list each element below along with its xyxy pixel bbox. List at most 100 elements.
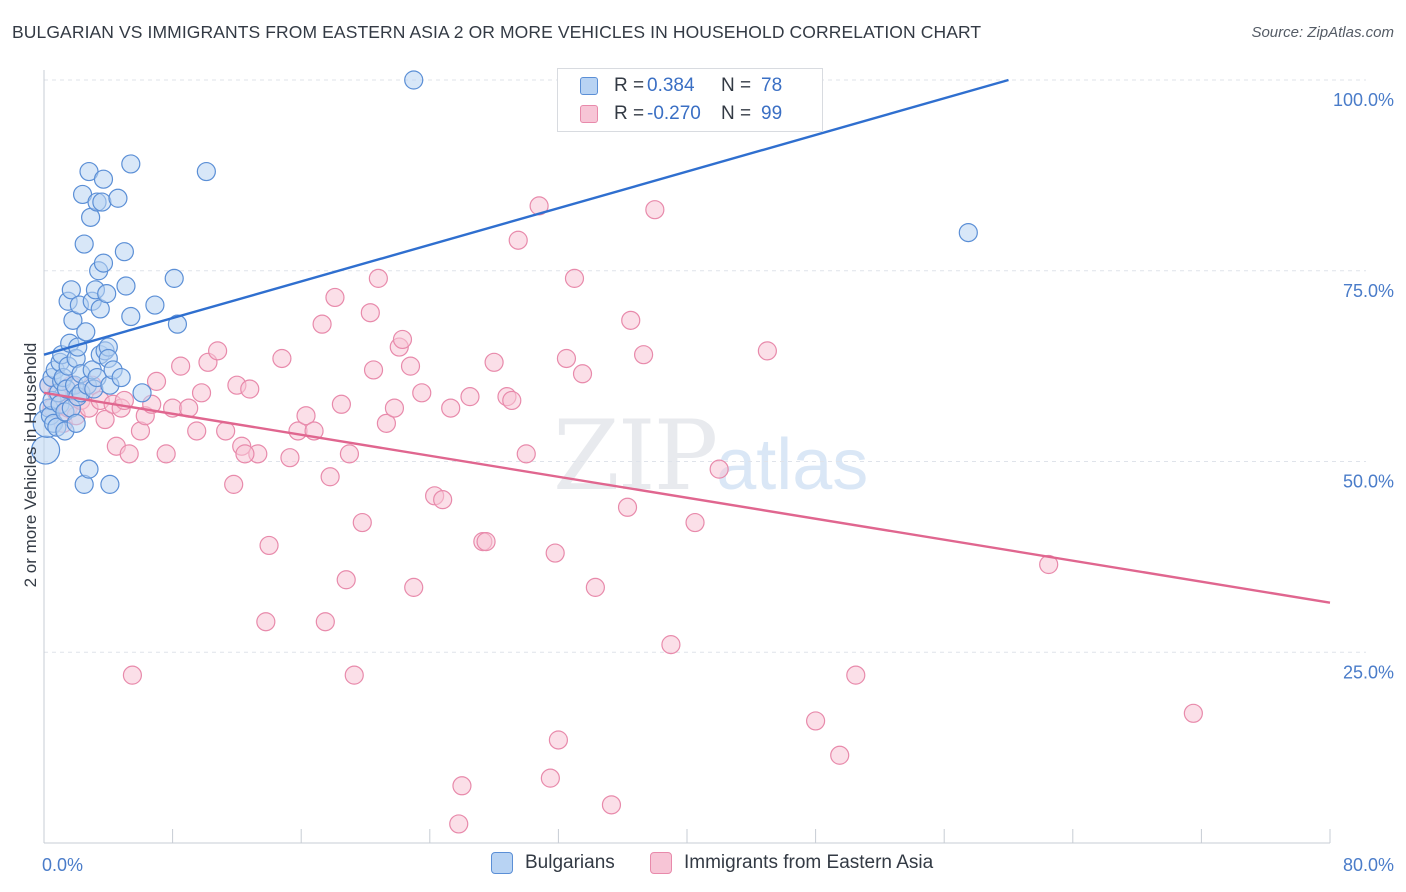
point-bulgarians <box>121 306 141 327</box>
point-immigrants <box>352 512 372 533</box>
point-immigrants <box>320 467 340 487</box>
point-immigrants <box>296 406 316 426</box>
point-bulgarians <box>76 322 96 342</box>
point-bulgarians <box>74 234 94 254</box>
point-bulgarians <box>404 70 424 90</box>
legend-swatch-blue <box>491 852 513 874</box>
point-bulgarians <box>66 413 86 433</box>
point-immigrants <box>540 768 560 788</box>
point-immigrants <box>484 352 504 372</box>
point-immigrants <box>476 532 496 552</box>
chart-title: BULGARIAN VS IMMIGRANTS FROM EASTERN ASI… <box>12 22 982 42</box>
legend-n-label: N = <box>721 103 752 124</box>
y-tick-label: 25.0% <box>1343 662 1394 682</box>
point-immigrants <box>384 398 405 418</box>
point-immigrants <box>502 390 522 411</box>
point-immigrants <box>119 444 139 464</box>
point-immigrants <box>709 459 729 479</box>
point-bulgarians <box>132 383 152 403</box>
point-immigrants <box>259 535 279 556</box>
point-immigrants <box>331 394 351 414</box>
point-bulgarians <box>958 223 978 243</box>
point-immigrants <box>360 303 380 323</box>
point-immigrants <box>312 314 332 334</box>
point-immigrants <box>95 409 115 430</box>
point-bulgarians <box>100 474 120 494</box>
point-immigrants <box>805 711 826 731</box>
tick-label-layer: 25.0% 50.0% 75.0% 100.0% 0.0% 80.0% <box>42 90 1394 875</box>
point-immigrants <box>240 379 260 399</box>
legend-label-immigrants: Immigrants from Eastern Asia <box>684 852 934 873</box>
point-immigrants <box>208 341 228 361</box>
point-immigrants <box>621 310 641 330</box>
point-bulgarians <box>145 295 165 315</box>
point-immigrants <box>336 570 356 590</box>
point-immigrants <box>363 360 384 380</box>
point-bulgarians <box>114 242 134 262</box>
y-axis-label-wrap: 2 or more Vehicles in Household <box>16 315 46 615</box>
point-immigrants <box>633 345 654 365</box>
point-immigrants <box>441 398 461 418</box>
legend-row-bulgarians: R = 0.384 N = 78 <box>580 73 782 99</box>
point-immigrants <box>1039 554 1059 575</box>
legend-label-bulgarians: Bulgarians <box>525 852 615 873</box>
trend-layer <box>43 78 1331 604</box>
legend-r-value: -0.270 <box>647 103 701 124</box>
point-bulgarians <box>116 276 136 296</box>
point-bulgarians <box>92 192 112 212</box>
y-tick-label: 100.0% <box>1333 90 1394 110</box>
watermark-atlas: atlas <box>716 425 869 505</box>
point-bulgarians <box>111 367 131 388</box>
point-immigrants <box>156 444 176 464</box>
legend-n-value: 99 <box>761 103 783 124</box>
point-immigrants <box>376 413 396 433</box>
point-immigrants <box>661 635 681 655</box>
legend-swatch-pink <box>650 852 672 874</box>
point-immigrants <box>344 665 364 685</box>
point-immigrants <box>339 444 360 464</box>
point-immigrants <box>556 348 577 369</box>
point-immigrants <box>400 356 421 376</box>
point-immigrants <box>757 341 777 361</box>
point-immigrants <box>171 356 191 376</box>
point-immigrants <box>191 383 212 403</box>
point-immigrants <box>452 776 472 796</box>
x-tick-label: 80.0% <box>1343 855 1394 875</box>
legend-n-value: 78 <box>761 75 783 96</box>
point-bulgarians <box>108 188 128 208</box>
point-immigrants <box>846 665 866 685</box>
legend-item-immigrants: Immigrants from Eastern Asia <box>650 852 933 874</box>
point-bulgarians <box>121 154 141 174</box>
point-immigrants <box>122 665 143 685</box>
point-immigrants <box>433 490 453 510</box>
point-immigrants <box>685 512 705 533</box>
watermark-zip: ZIP <box>553 400 718 512</box>
point-bulgarians <box>93 169 114 189</box>
legend-swatch-blue <box>580 77 598 95</box>
point-immigrants <box>280 448 300 468</box>
y-tick-label: 50.0% <box>1343 472 1394 492</box>
point-immigrants <box>585 577 605 597</box>
point-immigrants <box>325 287 345 308</box>
point-bulgarians <box>79 459 99 479</box>
points-immigrants-eastern-asia <box>39 70 1203 834</box>
source-label: Source: ZipAtlas.com <box>1251 24 1394 41</box>
correlation-legend: R = 0.384 N = 78 R = -0.270 N = 99 <box>557 68 823 132</box>
watermark: ZIPatlas <box>553 400 868 512</box>
point-immigrants <box>830 745 850 765</box>
point-immigrants <box>645 200 665 220</box>
point-immigrants <box>508 230 528 250</box>
point-immigrants <box>449 814 469 834</box>
legend-row-immigrants: R = -0.270 N = 99 <box>580 101 782 127</box>
point-immigrants <box>572 364 593 384</box>
point-bulgarians <box>167 314 188 334</box>
legend-r-label: R = <box>614 103 645 124</box>
legend-n-label: N = <box>721 75 752 96</box>
point-immigrants <box>368 268 388 288</box>
legend-r-value: 0.384 <box>647 75 695 96</box>
series-legend: Bulgarians Immigrants from Eastern Asia <box>0 852 1406 878</box>
point-immigrants <box>1183 703 1203 723</box>
trend-line-immigrants <box>43 391 1331 604</box>
point-immigrants <box>146 371 167 391</box>
